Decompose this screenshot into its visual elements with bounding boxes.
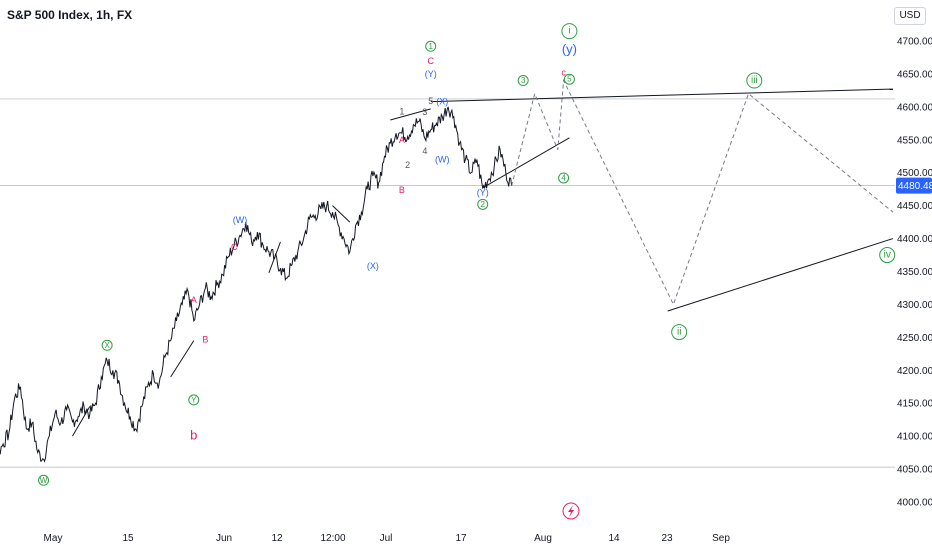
wave-label: (W) bbox=[435, 155, 450, 165]
wave-label: A bbox=[191, 295, 197, 305]
lightning-icon bbox=[568, 505, 574, 517]
wave-label-circled: X bbox=[104, 341, 110, 350]
wave-circle bbox=[558, 172, 570, 184]
time-axis[interactable]: May 15 Jun 12 12:00 Jul 17 Aug 14 23 Sep bbox=[44, 533, 731, 544]
wave-label-circled: 5 bbox=[567, 75, 572, 84]
wave-circle bbox=[38, 474, 50, 486]
projection-dashed-line bbox=[511, 78, 894, 306]
wave-labels: WXY12345iiiiiiivABCbABCc(W)(X)(Y)(X)(W)(… bbox=[38, 23, 896, 486]
price-tick-label: 4500.00 bbox=[897, 168, 932, 179]
wave-label: b bbox=[190, 427, 197, 442]
currency-button[interactable]: USD bbox=[894, 7, 926, 25]
wave-circle bbox=[425, 40, 437, 52]
time-tick-label: 17 bbox=[455, 533, 467, 544]
price-tag-bg bbox=[896, 177, 932, 194]
wave-label: B bbox=[399, 185, 405, 195]
price-tick-label: 4050.00 bbox=[897, 465, 932, 476]
trendline bbox=[430, 88, 894, 103]
trendline bbox=[667, 238, 894, 312]
wave-circle bbox=[101, 339, 113, 351]
wave-label: (Y) bbox=[477, 187, 489, 197]
trendline bbox=[268, 241, 281, 273]
wave-label: C bbox=[427, 56, 434, 66]
trendlines bbox=[72, 88, 894, 437]
projection-path bbox=[511, 78, 894, 306]
wave-label-circled: W bbox=[40, 476, 48, 485]
price-tick-label: 4200.00 bbox=[897, 366, 932, 377]
wave-circle bbox=[879, 247, 896, 264]
wave-label: (y) bbox=[562, 41, 577, 56]
price-tick-label: 4400.00 bbox=[897, 234, 932, 245]
wave-label: C bbox=[231, 242, 238, 252]
price-tick-label: 4700.00 bbox=[897, 37, 932, 48]
time-tick-label: May bbox=[44, 533, 63, 544]
price-series bbox=[0, 106, 513, 463]
price-tick-label: 4350.00 bbox=[897, 267, 932, 278]
price-tick-label: 4600.00 bbox=[897, 102, 932, 113]
price-tag-label: 4480.48 bbox=[898, 181, 932, 192]
wave-circle bbox=[561, 23, 578, 40]
wave-label: 1 bbox=[399, 106, 404, 116]
price-axis[interactable]: 4000.00 4050.00 4100.00 4150.00 4200.00 4250.… bbox=[897, 37, 932, 509]
price-tick-label: 4300.00 bbox=[897, 300, 932, 311]
reference-levels bbox=[0, 98, 895, 468]
wave-label: (X) bbox=[367, 261, 379, 271]
wave-label: (W) bbox=[233, 215, 248, 225]
wave-circle bbox=[188, 394, 200, 406]
price-tick-label: 4450.00 bbox=[897, 201, 932, 212]
alert-marker[interactable] bbox=[562, 502, 580, 520]
wave-label-circled: iii bbox=[751, 75, 758, 86]
time-tick-label: Jun bbox=[216, 533, 232, 544]
wave-label: 4 bbox=[422, 146, 427, 156]
time-tick-label: 15 bbox=[122, 533, 134, 544]
wave-label: 3 bbox=[422, 107, 427, 117]
price-tick-label: 4650.00 bbox=[897, 69, 932, 80]
wave-circle bbox=[563, 73, 575, 85]
time-tick-label: Jul bbox=[380, 533, 393, 544]
price-tick-label: 4150.00 bbox=[897, 399, 932, 410]
time-tick-label: Sep bbox=[712, 533, 730, 544]
price-tick-label: 4100.00 bbox=[897, 432, 932, 443]
wave-circle bbox=[517, 75, 529, 87]
wave-label: c bbox=[561, 68, 566, 78]
price-tick-label: 4550.00 bbox=[897, 135, 932, 146]
wave-label-circled: 4 bbox=[561, 173, 566, 182]
wave-circle bbox=[671, 324, 688, 341]
trendline bbox=[72, 406, 91, 437]
wave-circle bbox=[746, 72, 763, 89]
time-tick-label: 14 bbox=[608, 533, 620, 544]
wave-label: (Y) bbox=[425, 69, 437, 79]
price-line bbox=[0, 106, 513, 463]
wave-label: A bbox=[399, 135, 405, 145]
wave-label-circled: i bbox=[568, 26, 570, 37]
time-tick-label: Aug bbox=[534, 533, 552, 544]
trendline bbox=[332, 205, 351, 223]
wave-circle bbox=[477, 198, 489, 210]
price-tick-label: 4000.00 bbox=[897, 498, 932, 509]
time-tick-label: 23 bbox=[661, 533, 673, 544]
trendline bbox=[390, 108, 431, 121]
wave-label-circled: Y bbox=[191, 395, 197, 404]
trendline bbox=[482, 137, 570, 189]
wave-label-circled: 3 bbox=[521, 76, 526, 85]
trendline bbox=[170, 340, 195, 378]
chart-title: S&P 500 Index, 1h, FX bbox=[7, 8, 133, 22]
wave-label: 2 bbox=[405, 160, 410, 170]
wave-label-circled: ii bbox=[677, 327, 681, 338]
wave-label: 5 bbox=[428, 96, 433, 106]
wave-label: (X) bbox=[436, 97, 448, 107]
time-tick-label: 12:00 bbox=[320, 533, 345, 544]
current-price-tag: 4480.48 bbox=[896, 177, 932, 194]
wave-label-circled: iv bbox=[884, 250, 891, 261]
time-tick-label: 12 bbox=[271, 533, 283, 544]
wave-label-circled: 1 bbox=[428, 42, 433, 51]
wave-label: B bbox=[202, 334, 208, 344]
price-tick-label: 4250.00 bbox=[897, 333, 932, 344]
wave-label-circled: 2 bbox=[481, 200, 486, 209]
